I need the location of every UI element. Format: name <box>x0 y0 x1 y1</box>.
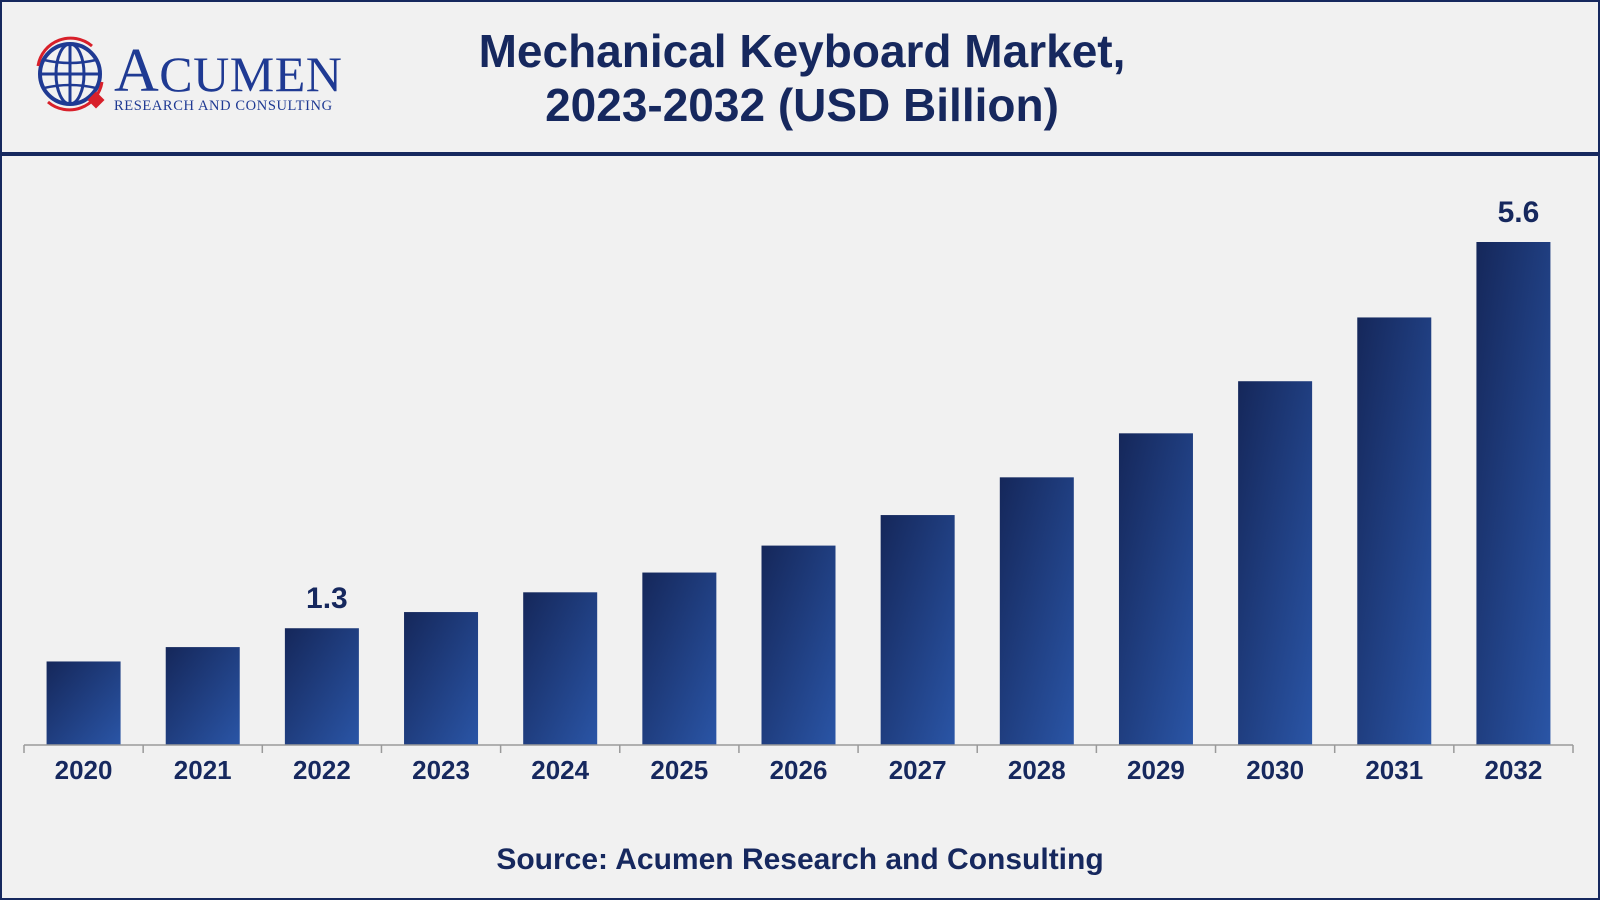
chart-title-line-1: Mechanical Keyboard Market, <box>478 25 1126 77</box>
bar-2024 <box>523 592 598 745</box>
bar-2026 <box>761 545 836 745</box>
x-tick-label-2031: 2031 <box>1365 755 1423 785</box>
x-tick-label-2021: 2021 <box>174 755 232 785</box>
source-note: Source: Acumen Research and Consulting <box>496 843 1104 876</box>
bar-2023 <box>404 612 479 745</box>
bar-2028 <box>999 477 1074 745</box>
bar-series <box>46 242 1551 745</box>
x-tick-label-2023: 2023 <box>412 755 470 785</box>
x-tick-label-2029: 2029 <box>1127 755 1185 785</box>
data-label-2022: 1.3 <box>306 582 348 615</box>
data-labels: 1.3 5.6 <box>306 196 1539 615</box>
logo-wordmark-initial: A <box>114 37 160 105</box>
bar-2025 <box>642 572 717 745</box>
logo-tagline: RESEARCH AND CONSULTING <box>114 98 333 114</box>
x-tick-label-2030: 2030 <box>1246 755 1304 785</box>
bar-2032 <box>1476 242 1551 745</box>
bar-2030 <box>1238 381 1313 745</box>
x-tick-label-2024: 2024 <box>531 755 589 785</box>
x-axis: 2020 2021 2022 2023 2024 2025 2026 2027 2028 2029… <box>23 744 1574 785</box>
bar-2027 <box>880 515 955 745</box>
x-tick-label-2028: 2028 <box>1008 755 1066 785</box>
x-tick-label-2027: 2027 <box>889 755 947 785</box>
logo-wordmark: ACUMEN <box>114 40 342 102</box>
x-tick-label-2025: 2025 <box>650 755 708 785</box>
logo-wordmark-rest: CUMEN <box>159 46 343 102</box>
x-tick-label-2022: 2022 <box>293 755 351 785</box>
x-tick-label-2026: 2026 <box>770 755 828 785</box>
chart-title: Mechanical Keyboard Market, 2023-2032 (U… <box>382 24 1222 132</box>
bar-2029 <box>1118 433 1193 745</box>
globe-icon <box>36 36 105 112</box>
acumen-logo: ACUMEN RESEARCH AND CONSULTING <box>32 36 362 118</box>
bar-2020 <box>46 661 121 745</box>
bar-chart: 2020 2021 2022 2023 2024 2025 2026 2027 2028 2029… <box>23 196 1574 785</box>
x-tick-label-2020: 2020 <box>55 755 113 785</box>
chart-title-line-2: 2023-2032 (USD Billion) <box>545 79 1059 131</box>
bar-2021 <box>165 647 240 745</box>
bar-2022 <box>284 628 359 745</box>
x-tick-label-2032: 2032 <box>1485 755 1543 785</box>
data-label-2032: 5.6 <box>1498 196 1540 229</box>
header: ACUMEN RESEARCH AND CONSULTING Mechanica… <box>2 2 1598 156</box>
bar-2031 <box>1357 317 1432 745</box>
